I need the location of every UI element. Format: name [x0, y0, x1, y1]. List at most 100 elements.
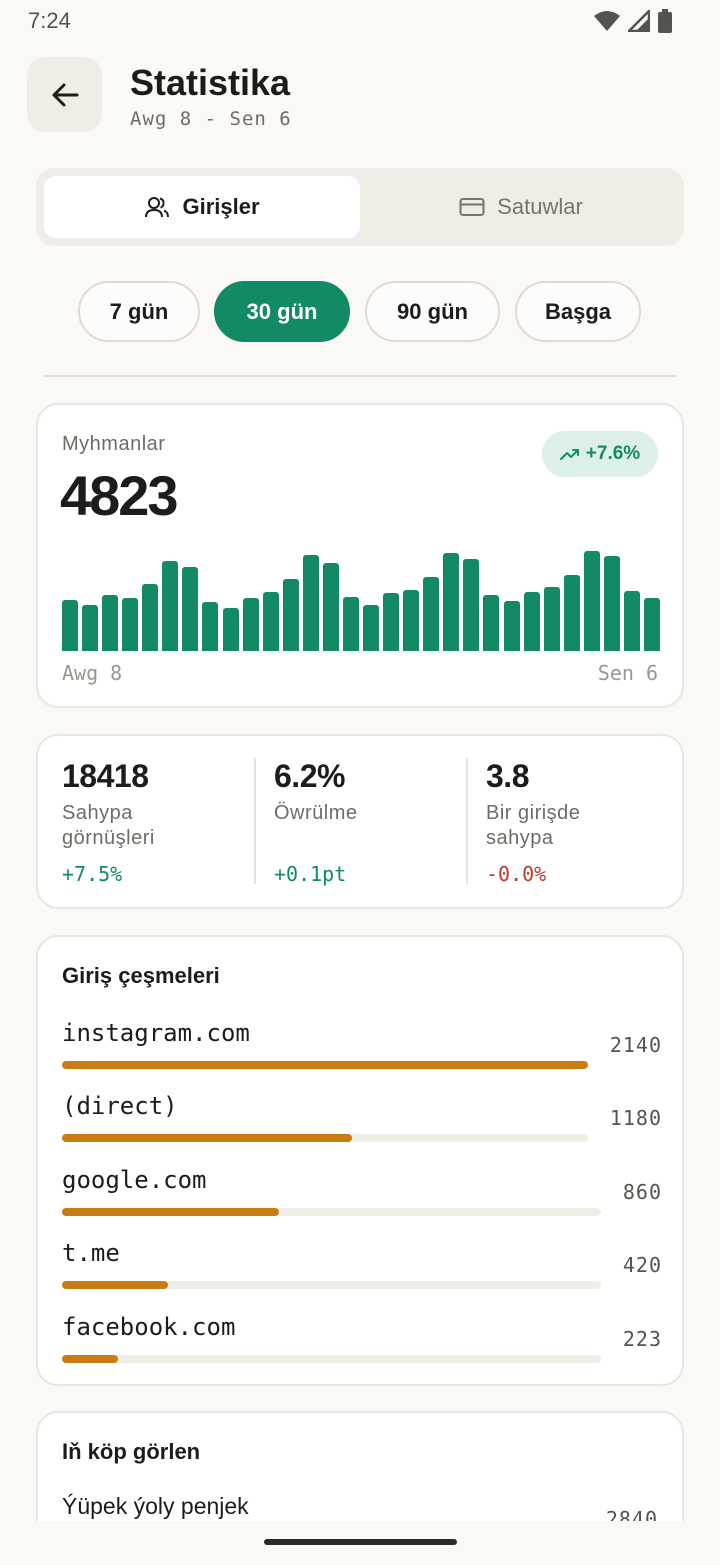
metric-value: 6.2%: [274, 758, 345, 794]
tab-switcher: Girişler Satuwlar: [36, 168, 684, 246]
visitors-bar: [623, 591, 640, 651]
period-30-days[interactable]: 30 gün: [214, 281, 350, 342]
arrow-left-icon: [52, 83, 78, 106]
visitors-bar: [222, 608, 239, 651]
source-bar-fill: [62, 1208, 279, 1216]
metric-delta: +7.5%: [62, 862, 123, 886]
metric-label: Sahypa görnüşleri: [62, 802, 155, 849]
metric-value: 3.8: [486, 758, 529, 794]
source-bar-track: [62, 1281, 601, 1289]
visitors-bar: [503, 601, 520, 651]
source-bar-track: [62, 1061, 588, 1069]
period-90-days[interactable]: 90 gün: [365, 281, 500, 342]
source-name: facebook.com: [62, 1313, 236, 1341]
metric-delta: +0.1pt: [274, 862, 347, 886]
visitors-bar: [403, 590, 420, 651]
home-handle[interactable]: [264, 1539, 457, 1545]
source-count: 1180: [609, 1106, 662, 1130]
back-button[interactable]: [27, 57, 102, 132]
metric-separator: [466, 758, 468, 884]
visitors-bar: [82, 605, 99, 651]
status-icons: [594, 9, 672, 33]
gesture-nav-bar: [0, 1521, 720, 1565]
visitors-bar: [383, 593, 400, 651]
date-range: Awg 8 - Sen 6: [130, 108, 292, 130]
source-bar-fill: [62, 1134, 352, 1142]
visitors-bar: [363, 605, 380, 651]
metric-separator: [254, 758, 256, 884]
metric-pages-per-visit: 3.8 Bir girişde sahypa: [486, 758, 686, 851]
metric-label: Öwrülme: [274, 802, 358, 824]
source-bar-track: [62, 1208, 601, 1216]
source-row[interactable]: (direct) 1180: [62, 1092, 662, 1152]
visitors-bar: [423, 577, 440, 651]
source-name: (direct): [62, 1092, 178, 1120]
metric-bounce: 6.2% Öwrülme: [274, 758, 474, 826]
card-icon: [459, 198, 485, 216]
status-time: 7:24: [28, 8, 71, 33]
trend-badge: +7.6%: [542, 431, 658, 477]
visitors-bar: [62, 600, 78, 651]
visitors-bar: [463, 559, 480, 651]
divider: [43, 375, 677, 377]
axis-end-label: Sen 6: [597, 661, 658, 685]
top-page-name[interactable]: Ýüpek ýoly penjek: [62, 1493, 249, 1519]
visitors-bar: [262, 592, 279, 651]
visitors-bar: [644, 598, 660, 651]
visitors-bar: [202, 602, 219, 651]
source-count: 420: [622, 1253, 662, 1277]
visitors-bar: [342, 597, 359, 651]
source-bar-track: [62, 1134, 588, 1142]
visitors-bar: [483, 595, 500, 651]
wifi-icon: [594, 11, 620, 31]
period-7-days[interactable]: 7 gün: [78, 281, 200, 342]
visitors-bar: [583, 551, 600, 651]
source-count: 2140: [609, 1033, 662, 1057]
visitors-bar: [322, 563, 339, 651]
trend-value: +7.6%: [585, 443, 641, 464]
sources-card: Giriş çeşmeleri instagram.com 2140 (dire…: [36, 935, 684, 1386]
source-row[interactable]: instagram.com 2140: [62, 1019, 662, 1079]
visitors-card: Myhmanlar 4823 +7.6% Awg 8 Sen 6: [36, 403, 684, 708]
source-count: 223: [622, 1327, 662, 1351]
visitors-bar: [282, 579, 299, 651]
page-title: Statistika: [130, 62, 291, 103]
source-row[interactable]: google.com 860: [62, 1166, 662, 1226]
tab-sales-label: Satuwlar: [497, 194, 583, 219]
tab-sales[interactable]: Satuwlar: [366, 176, 676, 238]
tab-visits[interactable]: Girişler: [44, 176, 360, 238]
visitors-bar: [563, 575, 580, 651]
source-bar-fill: [62, 1281, 168, 1289]
visitors-bar: [162, 561, 179, 651]
visitors-value: 4823: [60, 464, 179, 527]
visitors-bar: [102, 595, 119, 651]
source-bar-fill: [62, 1355, 119, 1363]
source-bar-fill: [62, 1061, 588, 1069]
period-custom[interactable]: Başga: [515, 281, 641, 342]
status-bar: 7:24: [0, 0, 720, 44]
source-name: instagram.com: [62, 1019, 250, 1047]
axis-start-label: Awg 8: [62, 661, 123, 685]
tab-visits-label: Girişler: [182, 194, 260, 219]
source-count: 860: [622, 1180, 662, 1204]
users-icon: [145, 197, 170, 218]
battery-icon: [658, 9, 672, 33]
trending-up-icon: [559, 449, 579, 460]
visitors-bar: [142, 584, 159, 651]
visitors-bar: [543, 587, 560, 651]
top-pages-title: Iň köp görlen: [62, 1439, 201, 1464]
source-row[interactable]: t.me 420: [62, 1239, 662, 1299]
metric-delta: -0.0%: [486, 862, 547, 886]
visitors-bar: [122, 598, 139, 651]
metric-label: Bir girişde sahypa: [486, 802, 581, 849]
source-bar-track: [62, 1355, 601, 1363]
sources-title: Giriş çeşmeleri: [62, 963, 220, 988]
visitors-bar: [242, 598, 259, 651]
source-name: google.com: [62, 1166, 207, 1194]
visitors-label: Myhmanlar: [62, 433, 166, 455]
visitors-bar: [302, 555, 319, 651]
visitors-bar: [182, 567, 199, 651]
visitors-bar-chart: [62, 551, 660, 651]
source-row[interactable]: facebook.com 223: [62, 1313, 662, 1373]
visitors-bar: [603, 556, 620, 651]
